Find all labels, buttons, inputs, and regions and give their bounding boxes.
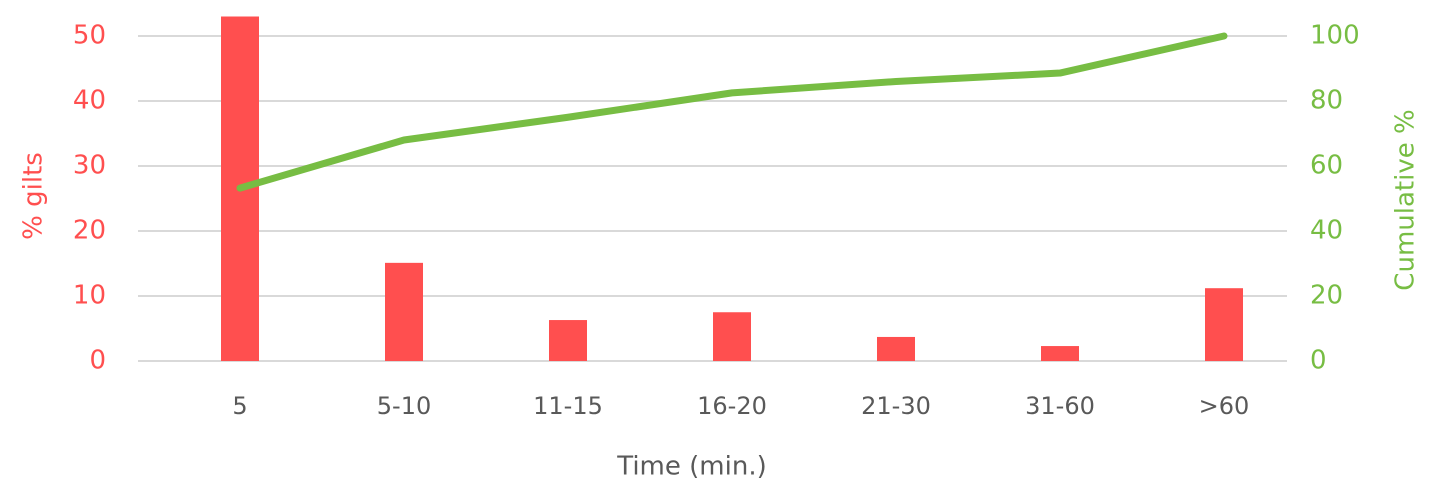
y-tick-label: 20 [73, 216, 106, 246]
y2-tick-label: 0 [1310, 346, 1327, 376]
y-tick-label: 10 [73, 281, 106, 311]
x-axis-title: Time (min.) [616, 452, 766, 482]
x-tick-label: 16-20 [697, 392, 767, 420]
y2-tick-label: 60 [1310, 151, 1343, 181]
bar [1205, 288, 1243, 361]
y-tick-label: 30 [73, 151, 106, 181]
y2-tick-label: 100 [1310, 21, 1360, 51]
bar [1041, 346, 1079, 361]
line [236, 32, 1228, 192]
bar [385, 262, 423, 361]
y-tick-label: 0 [89, 346, 106, 376]
bar [877, 336, 915, 361]
y2-tick-label: 20 [1310, 281, 1343, 311]
x-tick-label: 21-30 [861, 392, 931, 420]
bar [713, 312, 751, 361]
y-tick-label: 50 [73, 21, 106, 51]
y2-tick-label: 40 [1310, 216, 1343, 246]
y-tick-label: 40 [73, 86, 106, 116]
x-tick-label: 31-60 [1025, 392, 1095, 420]
bar [549, 320, 587, 361]
x-tick-label: 5 [232, 392, 247, 420]
x-tick-label: 11-15 [533, 392, 603, 420]
x-tick-label: 5-10 [377, 392, 431, 420]
x-tick-label: >60 [1199, 392, 1250, 420]
y-axis-title: % gilts [19, 152, 49, 240]
y2-tick-label: 80 [1310, 86, 1343, 116]
y2-axis-title: Cumulative % [1391, 109, 1421, 290]
